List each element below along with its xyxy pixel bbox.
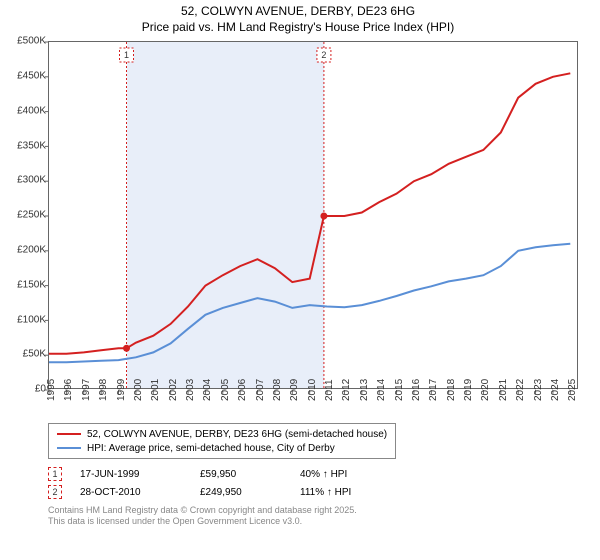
x-axis-label: 1998	[98, 379, 109, 401]
x-axis-label: 2002	[168, 379, 179, 401]
y-axis-label: £100K	[4, 314, 46, 325]
chart-area: 12 £0£50K£100K£150K£200K£250K£300K£350K£…	[4, 39, 588, 419]
x-axis-label: 1997	[81, 379, 92, 401]
x-axis-label: 2004	[202, 379, 213, 401]
x-axis-label: 2021	[498, 379, 509, 401]
x-axis-label: 2009	[289, 379, 300, 401]
series-hpi	[49, 244, 570, 362]
sale-row: 1 17-JUN-1999£59,95040% ↑ HPI	[4, 465, 592, 483]
legend-label: 52, COLWYN AVENUE, DERBY, DE23 6HG (semi…	[87, 429, 387, 440]
sale-pct: 111% ↑ HPI	[300, 487, 400, 498]
sale-pct: 40% ↑ HPI	[300, 469, 400, 480]
x-axis-label: 2005	[220, 379, 231, 401]
x-axis-label: 1999	[116, 379, 127, 401]
x-axis-label: 2023	[533, 379, 544, 401]
legend-swatch	[57, 447, 81, 449]
attribution-line2: This data is licensed under the Open Gov…	[48, 516, 592, 527]
x-axis-label: 2015	[394, 379, 405, 401]
sale-date: 17-JUN-1999	[80, 469, 200, 480]
legend-swatch	[57, 433, 81, 435]
x-axis-label: 2016	[411, 379, 422, 401]
y-axis-label: £500K	[4, 36, 46, 47]
x-axis-label: 2006	[237, 379, 248, 401]
y-axis-label: £300K	[4, 175, 46, 186]
y-axis-label: £450K	[4, 70, 46, 81]
x-axis-label: 2011	[324, 380, 335, 402]
sale-marker-2	[320, 213, 327, 220]
x-axis-label: 2003	[185, 379, 196, 401]
y-axis-label: £350K	[4, 140, 46, 151]
plot-area: 12	[48, 41, 578, 389]
x-axis-label: 2024	[550, 379, 561, 401]
legend-item: HPI: Average price, semi-detached house,…	[57, 441, 387, 455]
title-line2: Price paid vs. HM Land Registry's House …	[4, 20, 592, 36]
sale-price: £59,950	[200, 469, 300, 480]
sale-row: 2 28-OCT-2010£249,950111% ↑ HPI	[4, 483, 592, 501]
x-axis-label: 2019	[463, 379, 474, 401]
sale-marker-1	[123, 345, 130, 352]
x-axis-label: 2013	[359, 379, 370, 401]
x-axis-label: 2007	[255, 379, 266, 401]
y-axis-label: £50K	[4, 349, 46, 360]
svg-text:1: 1	[124, 50, 129, 60]
title-line1: 52, COLWYN AVENUE, DERBY, DE23 6HG	[4, 4, 592, 20]
x-axis-label: 2025	[567, 379, 578, 401]
y-axis-label: £250K	[4, 210, 46, 221]
attribution: Contains HM Land Registry data © Crown c…	[48, 505, 592, 527]
sale-marker-box: 2	[48, 485, 62, 499]
x-axis-label: 1996	[63, 379, 74, 401]
x-axis-label: 2017	[428, 379, 439, 401]
y-axis-label: £0	[4, 384, 46, 395]
x-axis-label: 1995	[46, 379, 57, 401]
svg-text:2: 2	[321, 50, 326, 60]
sale-marker-box: 1	[48, 467, 62, 481]
y-axis-label: £200K	[4, 244, 46, 255]
series-subject	[49, 73, 570, 354]
legend: 52, COLWYN AVENUE, DERBY, DE23 6HG (semi…	[48, 423, 396, 459]
y-axis-label: £400K	[4, 105, 46, 116]
chart-title: 52, COLWYN AVENUE, DERBY, DE23 6HG Price…	[4, 4, 592, 35]
attribution-line1: Contains HM Land Registry data © Crown c…	[48, 505, 592, 516]
x-axis-label: 2014	[376, 379, 387, 401]
x-axis-label: 2022	[515, 379, 526, 401]
x-axis-label: 2008	[272, 379, 283, 401]
x-axis-label: 2000	[133, 379, 144, 401]
x-axis-label: 2010	[307, 379, 318, 401]
sales-table: 1 17-JUN-1999£59,95040% ↑ HPI 2 28-OCT-2010…	[4, 465, 592, 501]
sale-price: £249,950	[200, 487, 300, 498]
x-axis-label: 2020	[480, 379, 491, 401]
legend-label: HPI: Average price, semi-detached house,…	[87, 443, 335, 454]
legend-item: 52, COLWYN AVENUE, DERBY, DE23 6HG (semi…	[57, 427, 387, 441]
x-axis-label: 2001	[150, 379, 161, 401]
x-axis-label: 2012	[341, 379, 352, 401]
y-axis-label: £150K	[4, 279, 46, 290]
sale-date: 28-OCT-2010	[80, 487, 200, 498]
x-axis-label: 2018	[446, 379, 457, 401]
